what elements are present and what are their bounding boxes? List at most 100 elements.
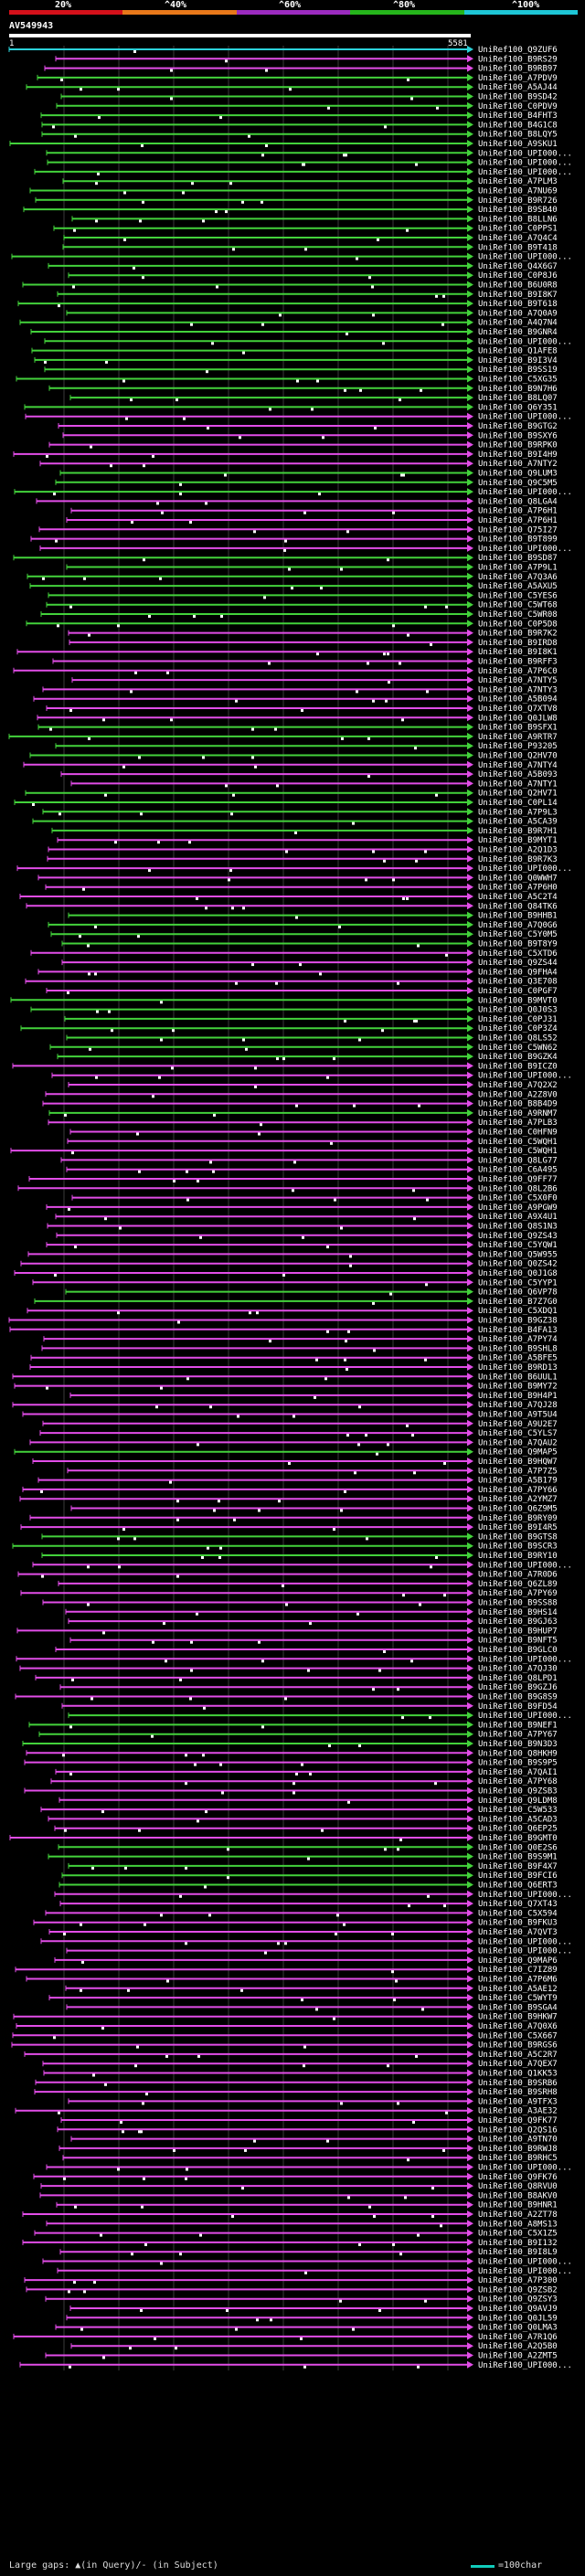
hit-row[interactable]: UniRef100_A9TFX3: [68, 2097, 558, 2106]
hit-row[interactable]: UniRef100_B9I8L9: [59, 2248, 558, 2257]
hit-label[interactable]: UniRef100_Q2QS16: [478, 2125, 558, 2135]
hit-row[interactable]: UniRef100_A5AJ44: [26, 83, 558, 92]
hit-row[interactable]: UniRef100_B4G1C8: [41, 121, 558, 130]
hit-row[interactable]: UniRef100_A5B179: [37, 1476, 558, 1486]
hit-row[interactable]: UniRef100_A7PY66: [22, 1485, 558, 1495]
hit-row[interactable]: UniRef100_UPI000...: [46, 149, 572, 158]
hit-row[interactable]: UniRef100_B4FHT3: [40, 111, 558, 121]
hit-label[interactable]: UniRef100_A7R1Q6: [478, 2333, 558, 2342]
hit-row[interactable]: UniRef100_B9RHC5: [62, 2154, 558, 2163]
hit-label[interactable]: UniRef100_UPI000...: [478, 864, 572, 874]
hit-row[interactable]: UniRef100_Q9MAP5: [14, 1447, 558, 1458]
hit-row[interactable]: UniRef100_Q9ZUF6: [8, 46, 558, 55]
hit-label[interactable]: UniRef100_B9ICZ0: [478, 1062, 558, 1071]
hit-row[interactable]: UniRef100_B9GTG2: [58, 422, 558, 431]
hit-label[interactable]: UniRef100_A2YMZ7: [478, 1495, 558, 1504]
hit-label[interactable]: UniRef100_Q0ZS42: [478, 1260, 558, 1269]
hit-label[interactable]: UniRef100_B9SS88: [478, 1599, 558, 1608]
hit-label[interactable]: UniRef100_Q84TK6: [478, 902, 558, 911]
hit-row[interactable]: UniRef100_A5AE12: [65, 1984, 558, 1994]
hit-label[interactable]: UniRef100_C0PJ31: [478, 1015, 558, 1024]
hit-row[interactable]: UniRef100_Q6EP25: [54, 1824, 558, 1834]
hit-row[interactable]: UniRef100_B6U0R8: [22, 281, 558, 291]
hit-label[interactable]: UniRef100_A9U2E7: [478, 1420, 558, 1429]
hit-row[interactable]: UniRef100_A7Q0A9: [66, 309, 558, 318]
hit-row[interactable]: UniRef100_A7P6H1: [66, 516, 558, 525]
hit-row[interactable]: UniRef100_C5WQH1: [10, 1147, 558, 1156]
hit-label[interactable]: UniRef100_B9SCR3: [478, 1542, 558, 1552]
hit-row[interactable]: UniRef100_A7QJ30: [19, 1664, 558, 1674]
hit-label[interactable]: UniRef100_UPI000...: [478, 149, 572, 158]
hit-label[interactable]: UniRef100_Q8HKH9: [478, 1749, 558, 1758]
hit-label[interactable]: UniRef100_B9GLC0: [478, 1646, 558, 1655]
hit-label[interactable]: UniRef100_B9GJ63: [478, 1617, 558, 1627]
hit-row[interactable]: UniRef100_B9R7K2: [68, 629, 558, 639]
hit-label[interactable]: UniRef100_Q9FF77: [478, 1175, 558, 1184]
hit-label[interactable]: UniRef100_B9GMT0: [478, 1834, 558, 1843]
hit-label[interactable]: UniRef100_A9X4U1: [478, 1213, 558, 1222]
hit-row[interactable]: UniRef100_A7NTY3: [42, 685, 558, 694]
hit-label[interactable]: UniRef100_C5X594: [478, 1909, 558, 1918]
hit-row[interactable]: UniRef100_B9H4P1: [69, 1391, 558, 1401]
hit-row[interactable]: UniRef100_C0P3Z4: [20, 1024, 558, 1034]
hit-label[interactable]: UniRef100_A7P9L3: [478, 808, 558, 817]
hit-row[interactable]: UniRef100_C5X1Z5: [34, 2229, 558, 2239]
hit-row[interactable]: UniRef100_A5BFE5: [30, 1353, 558, 1363]
hit-label[interactable]: UniRef100_B9I4H9: [478, 451, 558, 460]
hit-row[interactable]: UniRef100_A9SKU1: [9, 140, 558, 149]
hit-row[interactable]: UniRef100_Q8LGA4: [36, 497, 558, 506]
hit-label[interactable]: UniRef100_B9RY10: [478, 1552, 558, 1561]
hit-label[interactable]: UniRef100_B8LQY5: [478, 131, 558, 140]
hit-row[interactable]: UniRef100_B9RWJ8: [58, 2144, 558, 2154]
hit-label[interactable]: UniRef100_Q9MAP6: [478, 1956, 558, 1966]
hit-row[interactable]: UniRef100_UPI000...: [11, 252, 572, 262]
hit-label[interactable]: UniRef100_B8AKV0: [478, 2191, 558, 2200]
hit-label[interactable]: UniRef100_Q7XTV8: [478, 705, 558, 714]
hit-label[interactable]: UniRef100_A7NTY4: [478, 761, 558, 770]
hit-row[interactable]: UniRef100_C5YLS7: [39, 1429, 558, 1438]
hit-label[interactable]: UniRef100_A7Q0G6: [478, 921, 558, 930]
hit-label[interactable]: UniRef100_Q0WWH7: [478, 874, 558, 883]
hit-row[interactable]: UniRef100_B9R7K3: [47, 854, 558, 864]
hit-row[interactable]: UniRef100_Q8RVU0: [40, 2182, 558, 2191]
hit-row[interactable]: UniRef100_B9GMT0: [9, 1834, 558, 1843]
hit-label[interactable]: UniRef100_A7PLM3: [478, 177, 558, 186]
hit-row[interactable]: UniRef100_B8LQ07: [69, 394, 558, 403]
hit-row[interactable]: UniRef100_Q0E2S6: [58, 1843, 558, 1852]
hit-row[interactable]: UniRef100_Q8L2B6: [17, 1184, 558, 1193]
hit-row[interactable]: UniRef100_B9IRD8: [69, 638, 558, 648]
hit-label[interactable]: UniRef100_Q9LUM3: [478, 470, 558, 479]
hit-row[interactable]: UniRef100_A7P6C0: [13, 666, 558, 676]
hit-label[interactable]: UniRef100_UPI000...: [478, 1712, 572, 1721]
hit-label[interactable]: UniRef100_Q2HV70: [478, 752, 558, 761]
hit-row[interactable]: UniRef100_Q9AVJ9: [69, 2305, 558, 2314]
hit-row[interactable]: UniRef100_Q0WWH7: [37, 874, 558, 883]
hit-label[interactable]: UniRef100_UPI000...: [478, 488, 572, 497]
hit-row[interactable]: UniRef100_UPI000...: [39, 544, 572, 554]
hit-label[interactable]: UniRef100_A7P6H1: [478, 516, 558, 525]
hit-label[interactable]: UniRef100_A9TFX3: [478, 2097, 558, 2106]
hit-row[interactable]: UniRef100_B9SB40: [23, 206, 558, 215]
hit-row[interactable]: UniRef100_B9SS88: [42, 1598, 558, 1608]
hit-row[interactable]: UniRef100_A7PY67: [38, 1730, 558, 1740]
hit-label[interactable]: UniRef100_UPI000...: [478, 2258, 572, 2267]
hit-label[interactable]: UniRef100_B6UUL1: [478, 1373, 558, 1382]
hit-label[interactable]: UniRef100_Q6Y351: [478, 403, 558, 412]
hit-label[interactable]: UniRef100_A4Q7N4: [478, 319, 558, 328]
hit-row[interactable]: UniRef100_C5X0F0: [71, 1193, 558, 1203]
hit-row[interactable]: UniRef100_B9GNR4: [30, 328, 558, 337]
hit-row[interactable]: UniRef100_A3AE32: [15, 2106, 558, 2116]
hit-label[interactable]: UniRef100_C0PGF7: [478, 987, 558, 996]
hit-label[interactable]: UniRef100_B9HNR1: [478, 2201, 558, 2210]
hit-label[interactable]: UniRef100_Q0LMA3: [478, 2324, 558, 2333]
hit-row[interactable]: UniRef100_B9S9P5: [24, 1758, 558, 1768]
hit-row[interactable]: UniRef100_C0PDV9: [56, 101, 558, 111]
hit-label[interactable]: UniRef100_B9SHL8: [478, 1344, 558, 1353]
hit-row[interactable]: UniRef100_Q5W955: [27, 1250, 558, 1259]
hit-row[interactable]: UniRef100_UPI000...: [42, 2257, 572, 2267]
hit-label[interactable]: UniRef100_Q5W955: [478, 1250, 558, 1259]
hit-label[interactable]: UniRef100_Q0JL59: [478, 2314, 558, 2323]
hit-label[interactable]: UniRef100_B8LLN6: [478, 215, 558, 224]
hit-label[interactable]: UniRef100_Q9FK77: [478, 2116, 558, 2125]
hit-row[interactable]: UniRef100_C5W533: [40, 1806, 558, 1815]
